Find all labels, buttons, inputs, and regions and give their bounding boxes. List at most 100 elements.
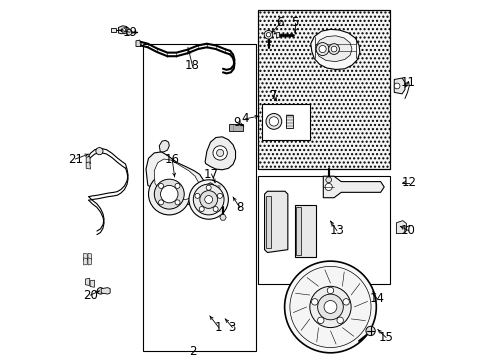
Polygon shape [154,159,198,200]
Circle shape [336,317,343,324]
Circle shape [206,185,211,190]
Text: 8: 8 [236,201,243,214]
Text: 18: 18 [185,59,200,72]
Polygon shape [111,28,115,32]
Circle shape [284,261,376,353]
Text: 5: 5 [291,17,298,30]
Text: 7: 7 [269,89,277,102]
Text: 4: 4 [241,112,248,125]
Circle shape [193,184,224,215]
Polygon shape [136,40,141,46]
Bar [258,10,389,169]
Circle shape [316,42,328,55]
Circle shape [213,207,218,212]
Polygon shape [101,288,110,294]
Circle shape [328,44,339,54]
Polygon shape [316,36,351,62]
Polygon shape [295,207,301,255]
Bar [261,104,309,140]
Polygon shape [88,253,91,260]
Circle shape [326,287,333,294]
Text: 11: 11 [400,76,415,89]
Circle shape [154,179,184,209]
Polygon shape [83,258,87,265]
Polygon shape [85,278,90,285]
Text: 10: 10 [400,224,415,237]
Circle shape [158,183,163,188]
Circle shape [317,317,324,324]
Text: 13: 13 [329,224,344,237]
Circle shape [160,185,178,203]
Bar [258,10,389,169]
Circle shape [217,193,222,198]
Circle shape [96,148,103,155]
Text: 16: 16 [164,153,179,166]
Circle shape [311,299,317,305]
Circle shape [265,113,281,129]
Circle shape [365,326,374,336]
Polygon shape [83,253,87,260]
Circle shape [289,266,370,347]
Circle shape [175,183,180,188]
Bar [143,44,255,351]
Circle shape [324,301,336,314]
Polygon shape [146,152,204,205]
Circle shape [158,200,163,205]
Circle shape [309,286,350,328]
Circle shape [148,174,190,215]
Text: 19: 19 [122,26,137,39]
Circle shape [269,117,278,126]
Polygon shape [207,183,213,190]
Text: 3: 3 [228,321,236,334]
Text: 21: 21 [68,153,83,166]
Polygon shape [159,140,169,152]
Circle shape [199,207,204,212]
Polygon shape [275,32,278,37]
Text: 6: 6 [276,17,284,30]
Text: 17: 17 [203,167,219,181]
Circle shape [266,32,270,37]
Circle shape [188,180,228,219]
Text: 15: 15 [378,331,393,344]
Polygon shape [310,30,359,69]
Circle shape [121,28,125,32]
Circle shape [204,195,212,203]
Circle shape [126,30,132,35]
Circle shape [393,83,399,89]
Polygon shape [215,195,224,202]
Circle shape [175,200,180,205]
Text: 1: 1 [215,321,222,334]
Text: 14: 14 [369,292,384,305]
Text: 9: 9 [232,116,240,129]
Text: 20: 20 [83,289,98,302]
Circle shape [325,177,331,183]
Circle shape [216,149,224,157]
Circle shape [213,146,227,160]
Polygon shape [118,26,129,33]
Polygon shape [286,114,292,128]
Polygon shape [219,215,226,220]
Circle shape [317,294,343,320]
Circle shape [195,193,200,198]
Polygon shape [88,258,91,265]
Circle shape [264,31,272,39]
Text: 2: 2 [188,345,196,357]
Polygon shape [294,205,316,257]
Polygon shape [264,191,287,252]
Polygon shape [86,162,90,169]
Polygon shape [90,280,94,287]
Circle shape [325,183,331,190]
Polygon shape [229,124,243,131]
Circle shape [200,191,217,208]
Polygon shape [396,221,406,234]
Circle shape [318,45,325,53]
Circle shape [330,46,336,52]
Polygon shape [204,137,235,170]
Polygon shape [265,196,270,248]
Text: 12: 12 [401,176,416,189]
Polygon shape [323,176,384,198]
Circle shape [342,299,349,305]
Bar [258,176,389,284]
Polygon shape [393,78,404,94]
Circle shape [97,288,103,294]
